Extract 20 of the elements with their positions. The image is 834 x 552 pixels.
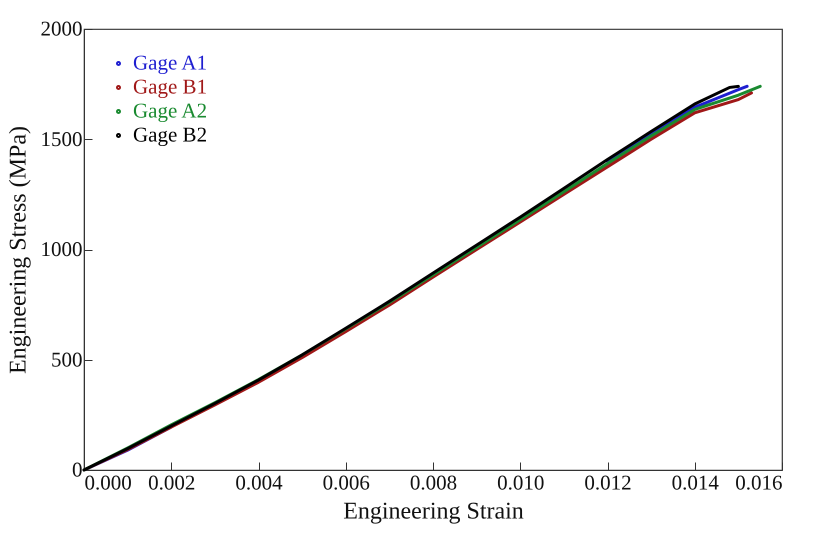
y-axis-title: Engineering Stress (MPa)	[6, 126, 32, 374]
legend-label: Gage B2	[133, 122, 208, 146]
x-tick-label: 0.000	[84, 470, 132, 494]
x-tick-label: 0.002	[148, 470, 196, 494]
x-tick-label: 0.004	[235, 470, 284, 494]
y-tick-label: 0	[72, 458, 82, 482]
y-tick-label: 500	[51, 347, 82, 372]
legend-label: Gage A1	[133, 50, 208, 74]
x-tick-label: 0.016	[735, 470, 782, 494]
x-tick-label: 0.014	[672, 470, 720, 494]
x-tick-label: 0.006	[322, 470, 370, 494]
y-tick-label: 1000	[40, 237, 82, 261]
x-tick-label: 0.008	[410, 470, 458, 494]
y-tick-label: 2000	[40, 16, 82, 40]
y-tick-label: 1500	[40, 126, 82, 151]
x-tick-label: 0.012	[584, 470, 632, 494]
legend-label: Gage B1	[133, 74, 208, 98]
x-axis-title: Engineering Strain	[343, 498, 524, 524]
x-tick-label: 0.010	[497, 470, 544, 494]
legend-label: Gage A2	[133, 98, 208, 122]
